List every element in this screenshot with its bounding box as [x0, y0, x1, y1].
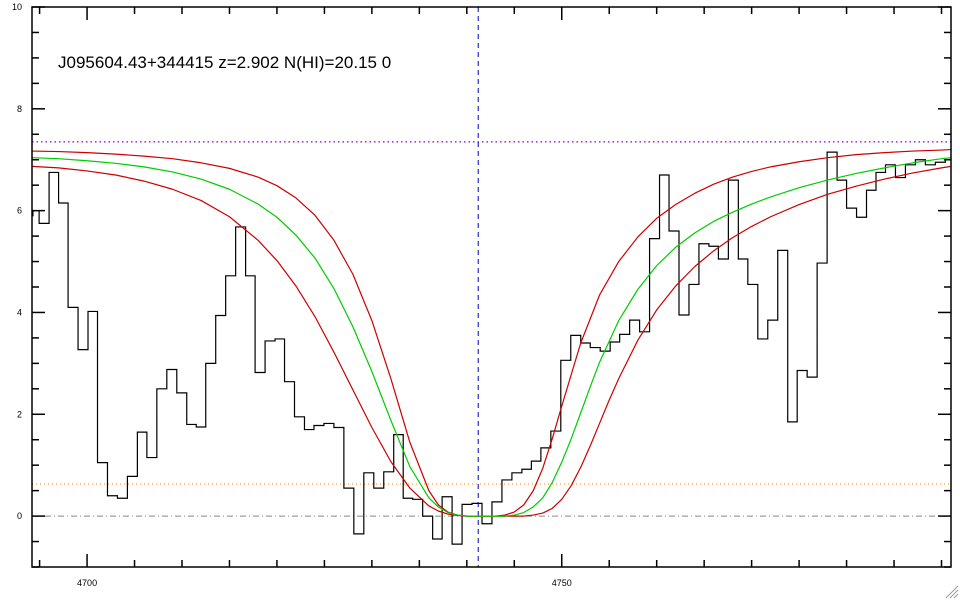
- y-tick-label: 8: [17, 104, 22, 114]
- x-tick-label: 4700: [77, 578, 97, 588]
- resize-grip-line: [949, 589, 959, 599]
- y-tick-label: 6: [17, 206, 22, 216]
- y-tick-label: 2: [17, 409, 22, 419]
- fit-model-line: [32, 157, 951, 517]
- plot-data-layer: [32, 7, 951, 567]
- fit-lower-bound-line: [32, 165, 951, 517]
- y-tick-label: 10: [12, 2, 22, 12]
- plot-frame: [31, 6, 952, 568]
- y-tick-label: 4: [17, 307, 22, 317]
- axis-ticks: 4700 4750 0 2 4 6 8 10: [12, 2, 951, 588]
- resize-grip-line: [945, 585, 959, 599]
- y-tick-label: 0: [17, 511, 22, 521]
- x-tick-label: 4750: [552, 578, 572, 588]
- resize-grip-line: [953, 593, 959, 599]
- chart-title: J095604.43+344415 z=2.902 N(HI)=20.15 0: [58, 53, 391, 72]
- flux-spectrum: [32, 151, 951, 545]
- fit-upper-bound-line: [32, 148, 951, 517]
- resize-grip-icon[interactable]: [945, 585, 959, 599]
